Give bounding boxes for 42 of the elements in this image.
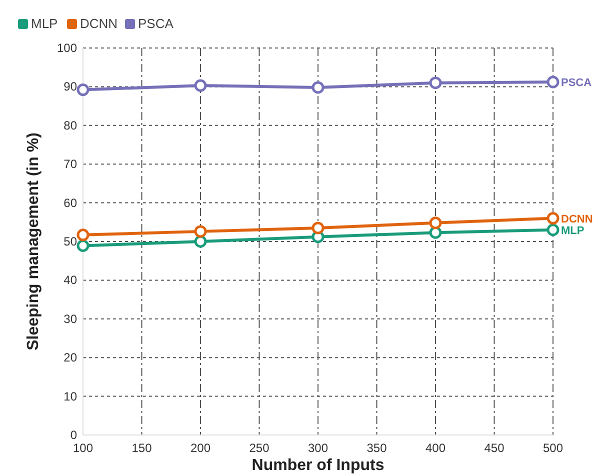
legend-label: DCNN	[80, 16, 118, 31]
y-tick-label: 70	[64, 157, 78, 172]
legend-label: MLP	[31, 16, 58, 31]
point	[194, 225, 207, 238]
y-tick-label: 30	[64, 312, 78, 326]
y-tick-label: 100	[56, 41, 78, 55]
point	[429, 76, 442, 90]
y-tick-label: 20	[64, 350, 78, 365]
y-tick-label: 40	[64, 273, 78, 288]
point	[194, 235, 207, 248]
x-tick-label: 300	[308, 441, 328, 455]
text: MLP	[561, 224, 584, 237]
point	[312, 81, 324, 94]
point	[429, 226, 442, 239]
point	[546, 212, 560, 225]
x-tick-label: 200	[190, 441, 211, 455]
x-tick-label: 350	[366, 441, 388, 455]
text: PSCA	[561, 77, 592, 90]
y-axis-title: Sleeping management (in %)	[25, 132, 42, 350]
point	[194, 79, 207, 92]
x-tick-label: 250	[249, 441, 270, 455]
point	[546, 76, 560, 88]
legend-label: PSCA	[138, 16, 174, 31]
x-tick-label: 100	[72, 441, 94, 455]
y-tick-label: 10	[64, 389, 78, 404]
y-tick-label: 80	[64, 118, 78, 132]
point	[76, 240, 90, 252]
y-tick-label: 60	[64, 196, 78, 210]
y-tick-label: 90	[64, 80, 78, 94]
x-axis-title: Number of Inputs	[252, 457, 384, 474]
text: DCNN	[561, 213, 593, 226]
x-tick-label: 150	[132, 441, 152, 455]
y-tick-label: 0	[70, 428, 78, 442]
point	[312, 222, 324, 234]
point	[76, 84, 90, 96]
x-tick-label: 400	[425, 441, 446, 455]
x-tick-label: 450	[484, 441, 505, 455]
x-tick-label: 500	[542, 441, 564, 455]
point	[429, 216, 442, 230]
point	[546, 224, 560, 236]
point	[76, 228, 90, 242]
y-tick-label: 50	[64, 234, 78, 248]
